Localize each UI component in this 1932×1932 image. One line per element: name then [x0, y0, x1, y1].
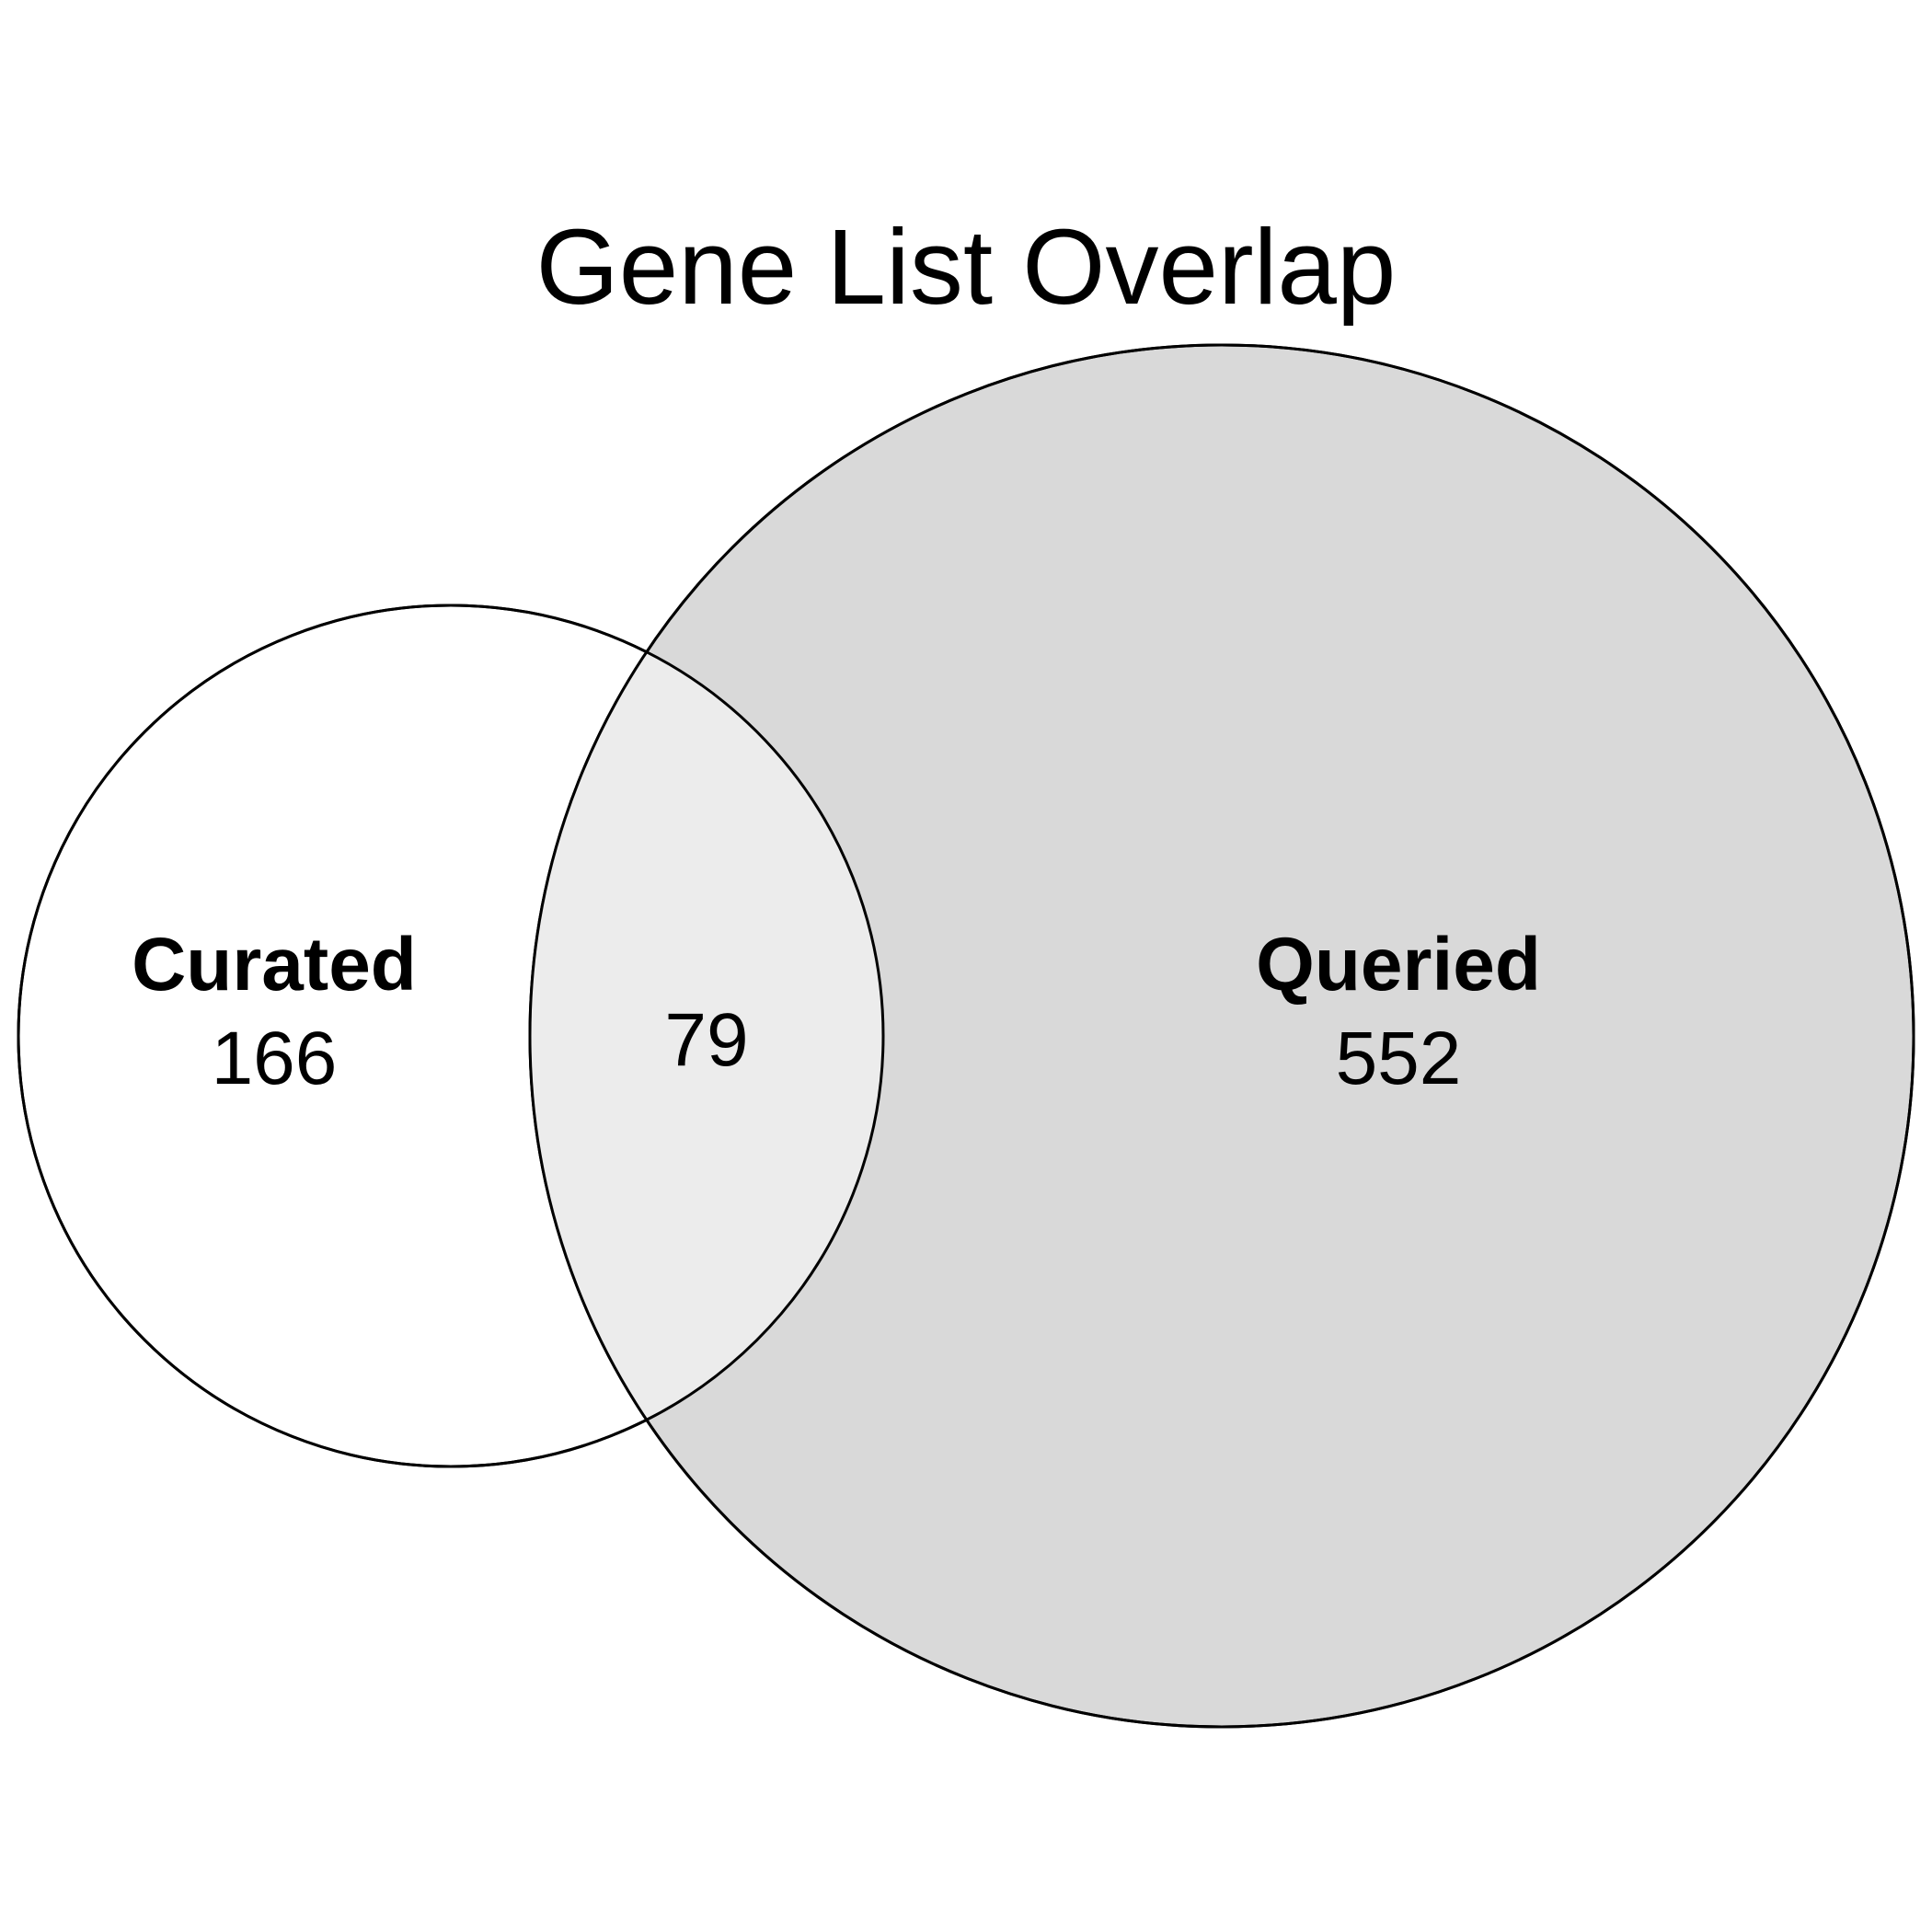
queried-only-count: 552	[1336, 1017, 1462, 1100]
queried-set-outline	[528, 343, 1915, 1729]
intersection-count: 79	[664, 998, 748, 1082]
curated-set-label: Curated	[132, 923, 417, 1006]
queried-set-label: Queried	[1256, 923, 1541, 1006]
curated-set-outline	[17, 604, 885, 1468]
diagram-title: Gene List Overlap	[536, 207, 1397, 327]
curated-only-count: 166	[212, 1017, 338, 1100]
